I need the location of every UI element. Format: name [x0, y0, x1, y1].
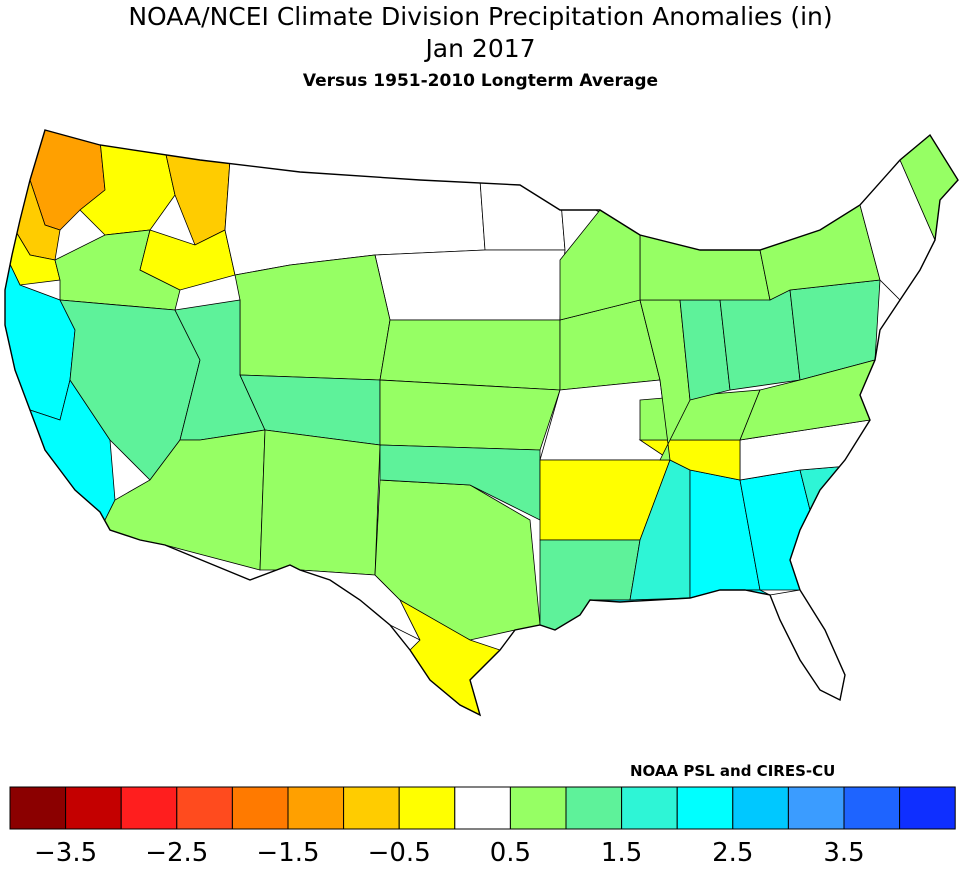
legend-color-box: [454, 786, 511, 830]
climate-division-oklahoma: [379, 444, 541, 521]
us-outline: [4, 129, 959, 717]
climate-division-louisiana: [539, 539, 641, 631]
legend-tick-label: −2.5: [145, 838, 209, 868]
legend-tick-label: 2.5: [712, 838, 754, 868]
map-title: NOAA/NCEI Climate Division Precipitation…: [128, 2, 833, 31]
climate-division-north-dakota: [479, 179, 566, 251]
legend-color-box: [176, 786, 233, 830]
legend-tick-label: −0.5: [367, 838, 431, 868]
climate-division-wyoming: [234, 254, 391, 381]
legend-color-box: [343, 786, 400, 830]
legend-color-box: [676, 786, 734, 830]
map-period: Jan 2017: [425, 34, 536, 63]
climate-division-new-mexico: [259, 429, 381, 576]
legend-tick-label: 1.5: [600, 838, 643, 868]
legend-color-box: [787, 786, 845, 830]
legend-color-box: [732, 786, 789, 830]
climate-division-florida-peninsula: [769, 589, 846, 701]
map-subtitle: Versus 1951-2010 Longterm Average: [302, 71, 659, 91]
legend-color-box: [120, 786, 178, 830]
legend-tick-label: 3.5: [823, 838, 865, 868]
legend-color-box: [398, 786, 456, 830]
legend-tick-label: 0.5: [489, 838, 532, 868]
climate-division-kansas: [379, 379, 561, 451]
legend-color-box: [565, 786, 623, 830]
credit-text: NOAA PSL and CIRES-CU: [630, 762, 836, 780]
us-climate-division-map: [4, 129, 959, 717]
climate-division-ohio: [719, 289, 801, 391]
legend-tick-label: −1.5: [256, 838, 320, 868]
legend-color-box: [509, 786, 567, 830]
legend-tick-label: −3.5: [34, 838, 98, 868]
legend-color-box: [899, 786, 956, 830]
legend-color-box: [843, 786, 901, 830]
climate-division-michigan: [639, 234, 771, 301]
legend-color-box: [621, 786, 678, 830]
color-legend: [9, 786, 956, 830]
climate-division-south-carolina: [799, 464, 861, 531]
climate-division-nebraska: [379, 319, 561, 391]
legend-color-box: [231, 786, 289, 830]
legend-color-box: [287, 786, 345, 830]
legend-color-box: [65, 786, 122, 830]
climate-division-south-dakota: [374, 249, 566, 321]
legend-color-box: [9, 786, 67, 830]
